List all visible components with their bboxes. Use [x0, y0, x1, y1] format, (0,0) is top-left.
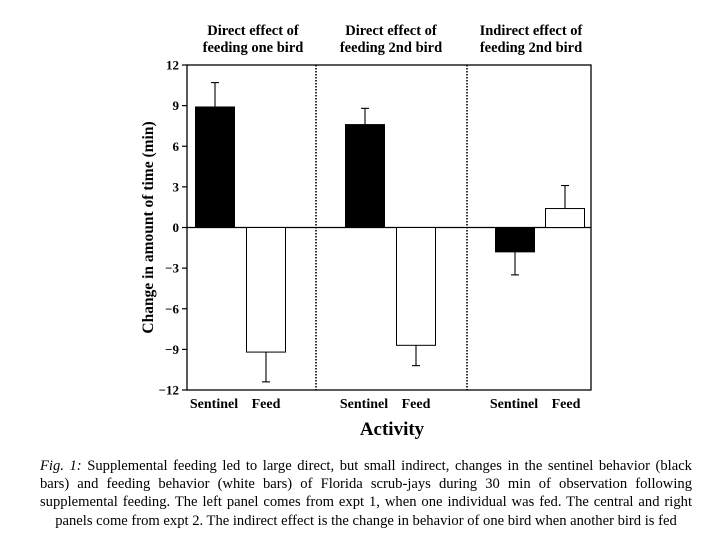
bar-feed — [396, 227, 436, 346]
y-tick-label: 12 — [166, 58, 179, 73]
bar-sentinel — [495, 227, 535, 253]
bar-sentinel — [195, 106, 235, 228]
bar-feed — [246, 227, 286, 353]
panel-title: Indirect effect of — [480, 23, 583, 39]
category-label: Feed — [402, 397, 431, 412]
y-tick-label: −6 — [165, 301, 179, 316]
category-label: Sentinel — [190, 397, 238, 412]
category-label: Feed — [552, 397, 581, 412]
figure-caption: Fig. 1: Supplemental feeding led to larg… — [40, 457, 692, 530]
panel-title: Direct effect of — [207, 23, 299, 39]
x-axis-label: Activity — [360, 419, 425, 440]
y-tick-label: −12 — [159, 383, 179, 398]
caption-label: Fig. 1: — [40, 458, 82, 474]
y-axis-label: Change in amount of time (min) — [140, 121, 157, 333]
y-tick-label: 6 — [173, 139, 180, 154]
y-tick-label: −9 — [165, 342, 179, 357]
y-tick-label: −3 — [165, 261, 179, 276]
caption-text: Supplemental feeding led to large direct… — [40, 458, 692, 529]
bar-sentinel — [345, 124, 385, 228]
category-label: Feed — [252, 397, 281, 412]
panel-title: feeding 2nd bird — [480, 40, 582, 56]
category-label: Sentinel — [340, 397, 388, 412]
panel-title: feeding one bird — [203, 40, 304, 56]
bar-chart: 12 9 6 3 0 −3 −6 −9 −12 Change in amount of time … — [140, 23, 592, 440]
y-tick-label: 0 — [173, 220, 180, 235]
y-tick-label: 3 — [173, 179, 180, 194]
y-tick-label: 9 — [173, 98, 180, 113]
panel-title: feeding 2nd bird — [340, 40, 442, 56]
bar-feed — [545, 208, 585, 229]
category-label: Sentinel — [490, 397, 538, 412]
panel-title: Direct effect of — [345, 23, 437, 39]
